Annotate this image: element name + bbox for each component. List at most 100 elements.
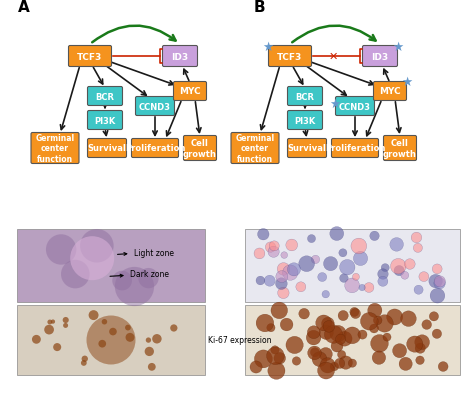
Circle shape: [170, 324, 177, 332]
Text: ★: ★: [263, 41, 273, 53]
Circle shape: [296, 282, 306, 292]
Circle shape: [422, 320, 431, 330]
FancyBboxPatch shape: [331, 139, 379, 158]
FancyBboxPatch shape: [288, 111, 322, 130]
Circle shape: [413, 244, 422, 253]
Text: Dark zone: Dark zone: [110, 270, 169, 279]
Circle shape: [312, 352, 327, 367]
Text: Survival: Survival: [288, 144, 327, 153]
Circle shape: [276, 271, 288, 283]
FancyBboxPatch shape: [268, 47, 311, 67]
Circle shape: [339, 356, 353, 369]
Circle shape: [271, 346, 279, 354]
Circle shape: [359, 285, 365, 291]
Circle shape: [330, 362, 338, 371]
Bar: [17, 229, 205, 302]
Circle shape: [372, 351, 386, 365]
Circle shape: [432, 264, 442, 274]
Circle shape: [345, 278, 359, 293]
Bar: [17, 305, 205, 375]
Text: Light zone: Light zone: [118, 248, 173, 257]
Text: Germinal
center
function: Germinal center function: [236, 134, 274, 164]
Circle shape: [257, 229, 269, 240]
Circle shape: [430, 289, 445, 303]
Circle shape: [383, 333, 391, 341]
Circle shape: [286, 239, 298, 251]
Circle shape: [370, 324, 379, 333]
Text: BCR: BCR: [295, 92, 315, 101]
Text: Cell
growth: Cell growth: [183, 139, 217, 158]
Circle shape: [86, 316, 136, 365]
Circle shape: [337, 332, 352, 346]
FancyBboxPatch shape: [88, 87, 122, 106]
Circle shape: [318, 273, 327, 282]
Circle shape: [392, 344, 407, 358]
Text: BCR: BCR: [95, 92, 115, 101]
Circle shape: [63, 317, 69, 323]
Circle shape: [337, 350, 346, 359]
Circle shape: [360, 313, 378, 330]
FancyBboxPatch shape: [131, 139, 179, 158]
Circle shape: [335, 358, 345, 369]
Circle shape: [287, 263, 301, 276]
Circle shape: [267, 324, 275, 332]
FancyBboxPatch shape: [88, 139, 127, 158]
Circle shape: [339, 274, 348, 283]
FancyBboxPatch shape: [136, 97, 174, 116]
Circle shape: [274, 352, 285, 364]
Circle shape: [80, 229, 114, 263]
Circle shape: [268, 362, 285, 379]
Circle shape: [368, 304, 382, 318]
Circle shape: [434, 278, 446, 289]
FancyBboxPatch shape: [374, 82, 407, 101]
Circle shape: [277, 263, 290, 275]
Bar: [245, 305, 460, 375]
Circle shape: [344, 327, 361, 344]
Circle shape: [316, 315, 332, 331]
Circle shape: [266, 347, 284, 365]
Circle shape: [394, 266, 404, 276]
Circle shape: [434, 276, 446, 287]
Circle shape: [348, 359, 356, 367]
Text: ★: ★: [329, 97, 341, 110]
Circle shape: [44, 325, 54, 335]
Text: CCND3: CCND3: [339, 102, 371, 111]
Circle shape: [321, 318, 334, 330]
FancyBboxPatch shape: [69, 47, 111, 67]
Circle shape: [429, 275, 442, 288]
Circle shape: [89, 310, 99, 320]
Circle shape: [319, 348, 332, 361]
Circle shape: [370, 231, 379, 241]
Circle shape: [432, 329, 442, 338]
FancyBboxPatch shape: [288, 87, 322, 106]
Text: TCF3: TCF3: [77, 53, 103, 61]
Circle shape: [308, 235, 316, 243]
Text: Survival: Survival: [88, 144, 127, 153]
Text: B: B: [254, 0, 265, 15]
Circle shape: [283, 265, 298, 281]
Circle shape: [112, 271, 132, 291]
Circle shape: [264, 275, 275, 286]
Text: Proliferation: Proliferation: [125, 144, 185, 153]
Circle shape: [47, 320, 52, 325]
Circle shape: [275, 278, 287, 290]
Text: ID3: ID3: [372, 53, 389, 61]
Circle shape: [330, 326, 346, 342]
Circle shape: [319, 325, 334, 340]
Circle shape: [292, 357, 301, 365]
Circle shape: [145, 347, 154, 356]
Circle shape: [330, 227, 344, 241]
Circle shape: [353, 273, 359, 281]
FancyBboxPatch shape: [383, 136, 417, 161]
Circle shape: [339, 260, 355, 275]
Circle shape: [280, 318, 293, 331]
Circle shape: [381, 264, 389, 272]
Circle shape: [331, 340, 343, 352]
Circle shape: [268, 247, 279, 258]
Circle shape: [256, 276, 265, 285]
Circle shape: [102, 319, 107, 325]
Circle shape: [438, 362, 448, 371]
Text: TCF3: TCF3: [277, 53, 302, 61]
Circle shape: [109, 328, 117, 336]
Circle shape: [323, 321, 335, 332]
